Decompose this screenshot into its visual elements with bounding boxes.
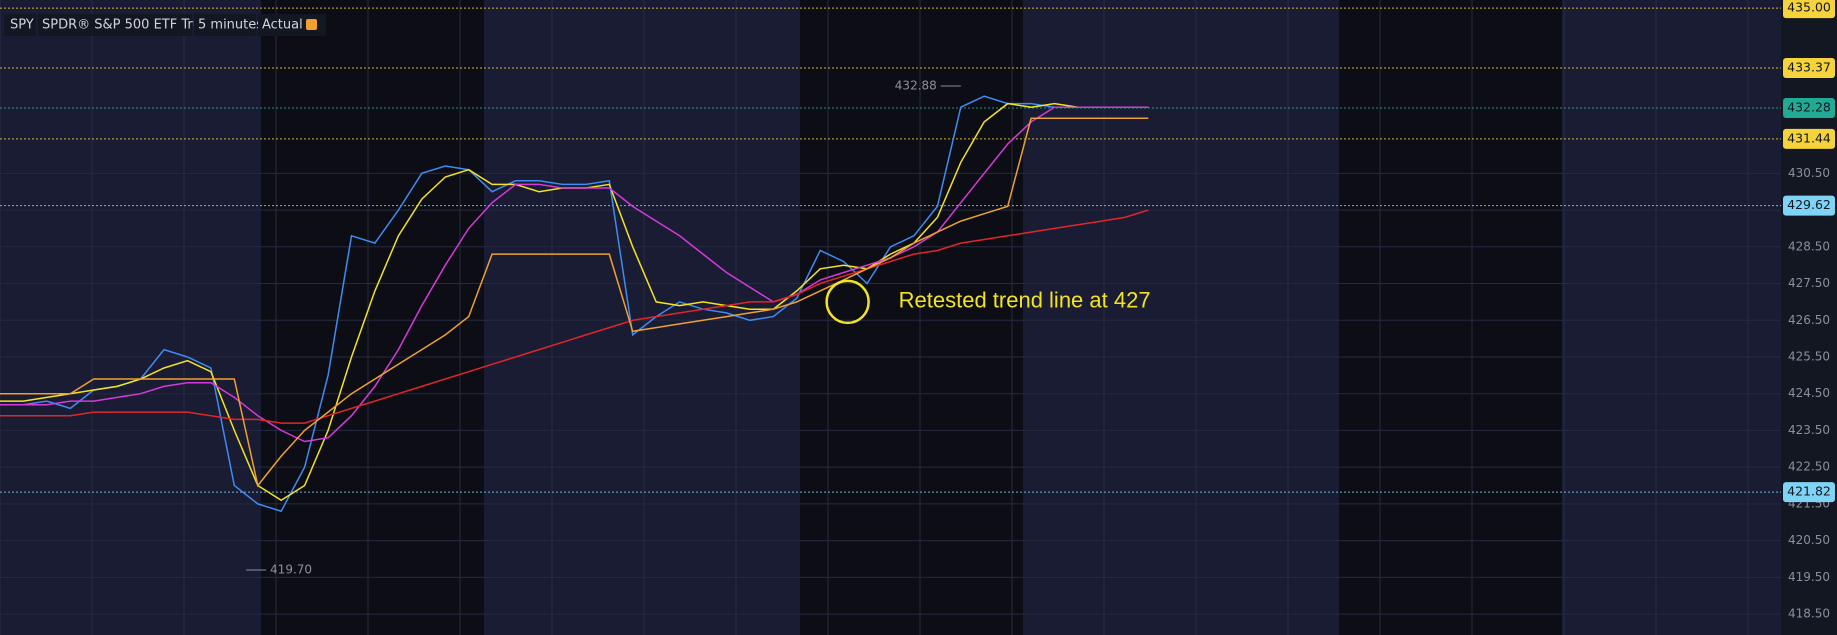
- y-tick-label: 430.50: [1788, 166, 1830, 180]
- level-label: 433.37: [1787, 59, 1831, 74]
- y-tick-label: 423.50: [1788, 423, 1830, 437]
- series-line: [0, 95, 1149, 513]
- y-tick-label: 420.50: [1788, 533, 1830, 547]
- symbol: SPY: [10, 18, 34, 33]
- high-label: 432.88: [895, 78, 937, 92]
- series-line: [0, 117, 1149, 488]
- menu-icon[interactable]: [306, 19, 317, 30]
- symbol-name: SPDR® S&P 500 ETF Trust: [42, 18, 213, 33]
- series-line: [0, 106, 1149, 443]
- annotation-text: Retested trend line at 427: [899, 288, 1151, 313]
- level-label-box: [1783, 195, 1835, 216]
- level-label-box: [1783, 128, 1835, 149]
- header-box[interactable]: [194, 14, 256, 36]
- y-tick-label: 426.50: [1788, 313, 1830, 327]
- y-tick-label: 428.50: [1788, 239, 1830, 253]
- series: [0, 95, 1149, 513]
- level-label-box: [1783, 97, 1835, 118]
- level-label: 432.28: [1787, 99, 1831, 114]
- y-tick-label: 418.50: [1788, 607, 1830, 621]
- y-tick-label: 427.50: [1788, 276, 1830, 290]
- level-label-box: [1783, 482, 1835, 503]
- header-box: [38, 14, 192, 36]
- highlight-circle: [825, 279, 870, 325]
- session-band: [261, 0, 484, 635]
- level-label-box: [1783, 57, 1835, 78]
- session-band: [800, 0, 1023, 635]
- header: SPY SPDR® S&P 500 ETF Trust 5 minutes Ac…: [4, 14, 326, 36]
- low-label: 419.70: [270, 562, 312, 576]
- level-label-box: [1783, 0, 1835, 19]
- annotations: 432.88 419.70 Retested trend line at 427: [246, 78, 1151, 576]
- y-tick-label: 424.50: [1788, 386, 1830, 400]
- level-label: 429.62: [1787, 197, 1831, 212]
- level-label: 421.82: [1787, 484, 1831, 499]
- session-band: [1339, 0, 1562, 635]
- y-tick-label: 419.50: [1788, 570, 1830, 584]
- level-label: 431.44: [1787, 130, 1831, 145]
- interval[interactable]: 5 minutes: [198, 18, 263, 33]
- y-tick-label: 425.50: [1788, 349, 1830, 363]
- header-box: [4, 14, 36, 36]
- mode[interactable]: Actual: [262, 18, 303, 33]
- level-label: 435.00: [1787, 0, 1831, 15]
- grid: [0, 0, 1781, 635]
- series-line: [0, 209, 1149, 424]
- y-tick-label: 422.50: [1788, 460, 1830, 474]
